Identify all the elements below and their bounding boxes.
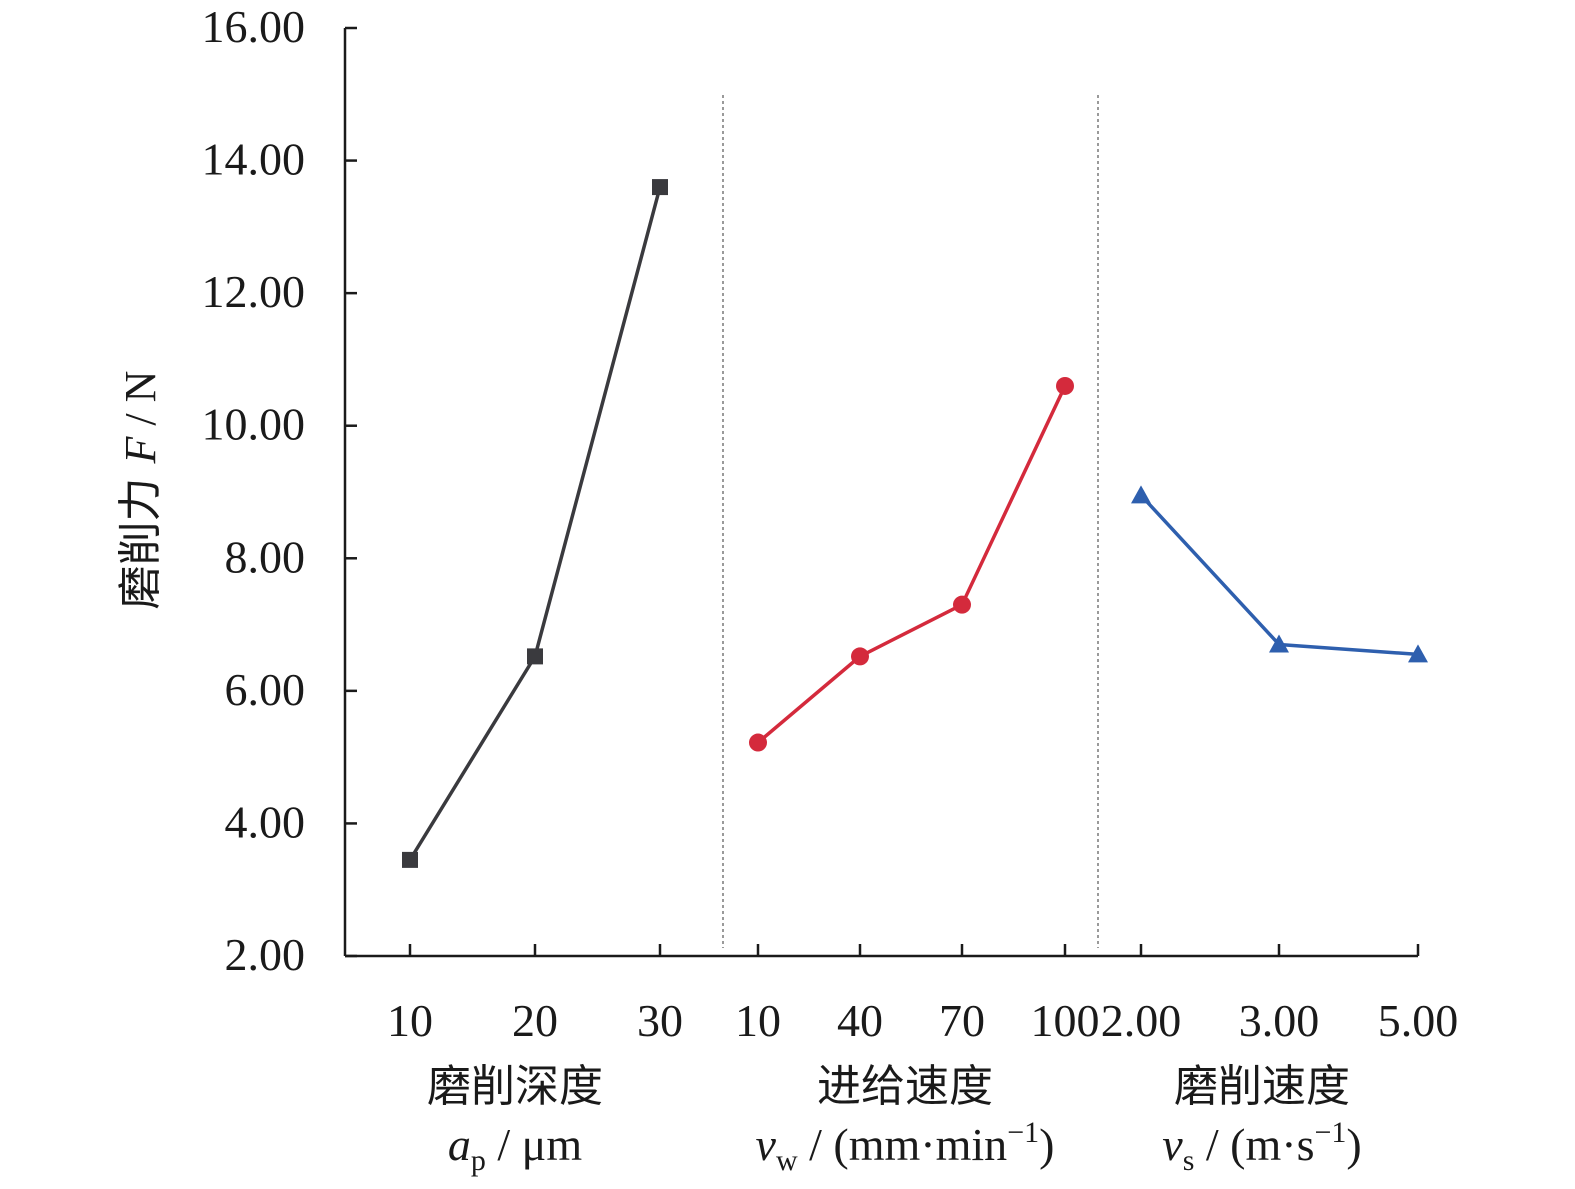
y-axis-label: 磨削力 F / N	[115, 371, 166, 610]
x-tick-label: 100	[1031, 995, 1100, 1046]
y-tick-label: 16.00	[202, 1, 306, 52]
unit-close: )	[1039, 1119, 1054, 1170]
data-point	[1131, 485, 1151, 504]
series-1	[402, 179, 668, 868]
unit-text: / (m·s	[1194, 1119, 1314, 1170]
y-tick-label: 12.00	[202, 266, 306, 317]
data-point	[1056, 376, 1074, 395]
data-point	[749, 733, 767, 752]
y-tick-label: 4.00	[225, 796, 306, 847]
y-axis-ticks: 2.00 4.00 6.00 8.00 10.00 12.00 14.00 16.00	[202, 1, 357, 980]
ylabel-unit: / N	[116, 371, 165, 437]
axes	[343, 28, 1418, 958]
series-2	[749, 376, 1074, 752]
data-point	[1269, 634, 1289, 653]
unit-symbol: v	[756, 1119, 777, 1170]
x-tick-label: 20	[512, 995, 558, 1046]
x-tick-label: 70	[939, 995, 985, 1046]
data-point	[527, 648, 543, 665]
y-axis-title: 磨削力 F / N	[115, 371, 166, 610]
x-tick-label: 40	[837, 995, 883, 1046]
ylabel-cjk: 磨削力	[115, 463, 166, 609]
group-dividers	[722, 95, 1099, 948]
unit-symbol: v	[1162, 1119, 1183, 1170]
data-point	[851, 647, 869, 666]
unit-close: )	[1346, 1119, 1361, 1170]
x-tick-label: 10	[387, 995, 433, 1046]
unit-subscript: s	[1183, 1144, 1195, 1177]
group-unit: vw / (mm·min−1)	[756, 1116, 1055, 1177]
unit-text: / (mm·min	[798, 1119, 1008, 1170]
data-point	[652, 179, 668, 196]
x-tick-label: 2.00	[1101, 995, 1182, 1046]
unit-superscript: −1	[1314, 1116, 1346, 1149]
data-point	[402, 851, 418, 868]
data-point	[953, 595, 971, 614]
series-line	[408, 186, 662, 861]
group-name: 磨削速度	[1174, 1061, 1350, 1112]
group-name: 磨削深度	[427, 1061, 603, 1112]
y-tick-label: 14.00	[202, 134, 306, 185]
group-unit: vs / (m·s−1)	[1162, 1116, 1361, 1177]
unit-subscript: w	[776, 1144, 798, 1177]
y-tick-label: 2.00	[225, 929, 306, 980]
ylabel-symbol: F	[116, 435, 165, 464]
x-tick-label: 5.00	[1378, 995, 1459, 1046]
y-tick-label: 10.00	[202, 399, 306, 450]
x-tick-label: 30	[637, 995, 683, 1046]
group-name: 进给速度	[817, 1061, 993, 1112]
unit-symbol: a	[448, 1119, 471, 1170]
series-line	[1139, 494, 1419, 657]
data-point	[1408, 644, 1428, 663]
x-tick-label: 3.00	[1239, 995, 1320, 1046]
group-unit: ap / μm	[448, 1119, 582, 1177]
series-3	[1131, 485, 1428, 663]
series-layer	[402, 179, 1428, 868]
y-tick-label: 6.00	[225, 664, 306, 715]
unit-subscript: p	[471, 1144, 486, 1177]
unit-text: / μm	[486, 1119, 582, 1170]
y-tick-label: 8.00	[225, 531, 306, 582]
unit-superscript: −1	[1007, 1116, 1039, 1149]
series-line	[756, 385, 1067, 744]
x-tick-label: 10	[735, 995, 781, 1046]
